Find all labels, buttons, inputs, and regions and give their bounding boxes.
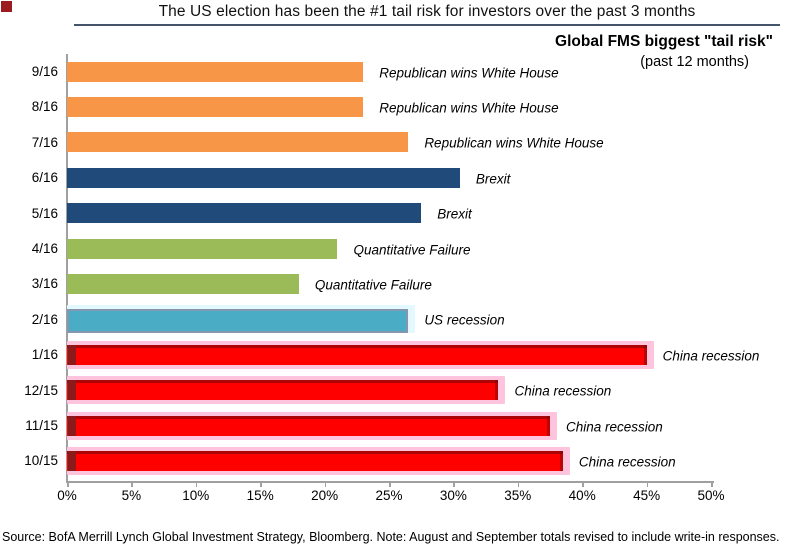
x-axis-tick [324,483,327,487]
category-label: 4/16 [31,241,58,256]
bar-label: Brexit [475,171,511,187]
category-label: 3/16 [31,276,58,292]
bar-label: Brexit [437,206,472,222]
x-axis-tick-label: 15% [246,488,274,503]
x-axis-tick [711,483,713,487]
source-note: Source: BofA Merrill Lynch Global Invest… [2,530,780,544]
x-axis-tick [195,483,198,487]
bar [67,344,647,365]
bar-notch [68,380,76,401]
category-label: 6/16 [31,170,58,186]
x-axis-tick [67,483,69,487]
bar [67,380,499,401]
chart-annotation-subtitle: (past 12 months) [640,54,749,70]
bar [67,203,422,224]
bar-notch [68,415,76,436]
category-label: 1/16 [31,347,58,363]
x-axis-tick-label: 50% [697,488,725,503]
corner-accent-square [1,1,12,12]
x-axis-tick-label: 25% [375,488,403,503]
bar-label: Republican wins White House [424,135,604,151]
x-axis-tick [389,483,391,487]
bar-label: China recession [514,383,612,399]
x-axis-tick [453,483,455,487]
x-axis-tick [517,483,520,487]
bar-label: Quantitative Failure [314,277,432,293]
x-axis-line [66,481,714,483]
category-label: 10/15 [24,453,58,469]
x-axis-tick-label: 20% [311,488,339,503]
bar-label: China recession [578,454,676,470]
x-axis-tick [131,483,133,487]
y-axis-line [66,54,68,482]
category-label: 9/16 [31,64,58,79]
bar-label: Republican wins White House [379,65,559,80]
category-label: 12/15 [24,382,58,398]
bar [67,61,364,82]
bar [67,309,409,334]
x-axis-tick-label: 30% [439,488,467,503]
page-title: The US election has been the #1 tail ris… [74,3,780,26]
x-axis-tick-label: 35% [504,488,532,503]
x-axis-tick-label: 0% [57,488,77,503]
bar [67,415,550,436]
x-axis-tick-label: 10% [182,488,210,503]
x-axis-tick [646,483,649,487]
category-label: 7/16 [31,134,58,150]
bar [67,96,364,117]
x-axis-tick [260,483,262,487]
x-axis-tick-label: 5% [121,488,142,503]
bar-notch [68,450,76,471]
bar [67,273,299,294]
x-axis-tick [582,483,584,487]
x-axis-tick-label: 40% [568,488,596,503]
bar [67,132,409,153]
bar-label: China recession [662,348,760,364]
category-label: 2/16 [31,311,58,327]
bar-label: China recession [566,419,663,434]
bar [67,238,338,259]
x-axis-tick-label: 45% [633,488,661,503]
bar-label: Quantitative Failure [353,242,471,257]
bar-label: Republican wins White House [379,100,559,116]
chart-annotation-title: Global FMS biggest "tail risk" [555,33,773,50]
bar-label: US recession [424,312,505,328]
category-label: 5/16 [31,205,58,221]
bar-notch [68,344,76,365]
category-label: 8/16 [31,99,58,115]
category-label: 11/15 [25,418,58,433]
bar [67,450,563,471]
bar [67,167,460,188]
